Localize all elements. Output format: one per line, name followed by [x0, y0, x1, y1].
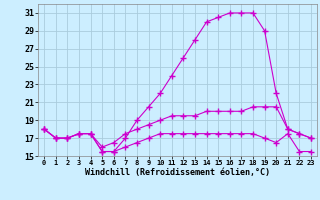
X-axis label: Windchill (Refroidissement éolien,°C): Windchill (Refroidissement éolien,°C): [85, 168, 270, 177]
